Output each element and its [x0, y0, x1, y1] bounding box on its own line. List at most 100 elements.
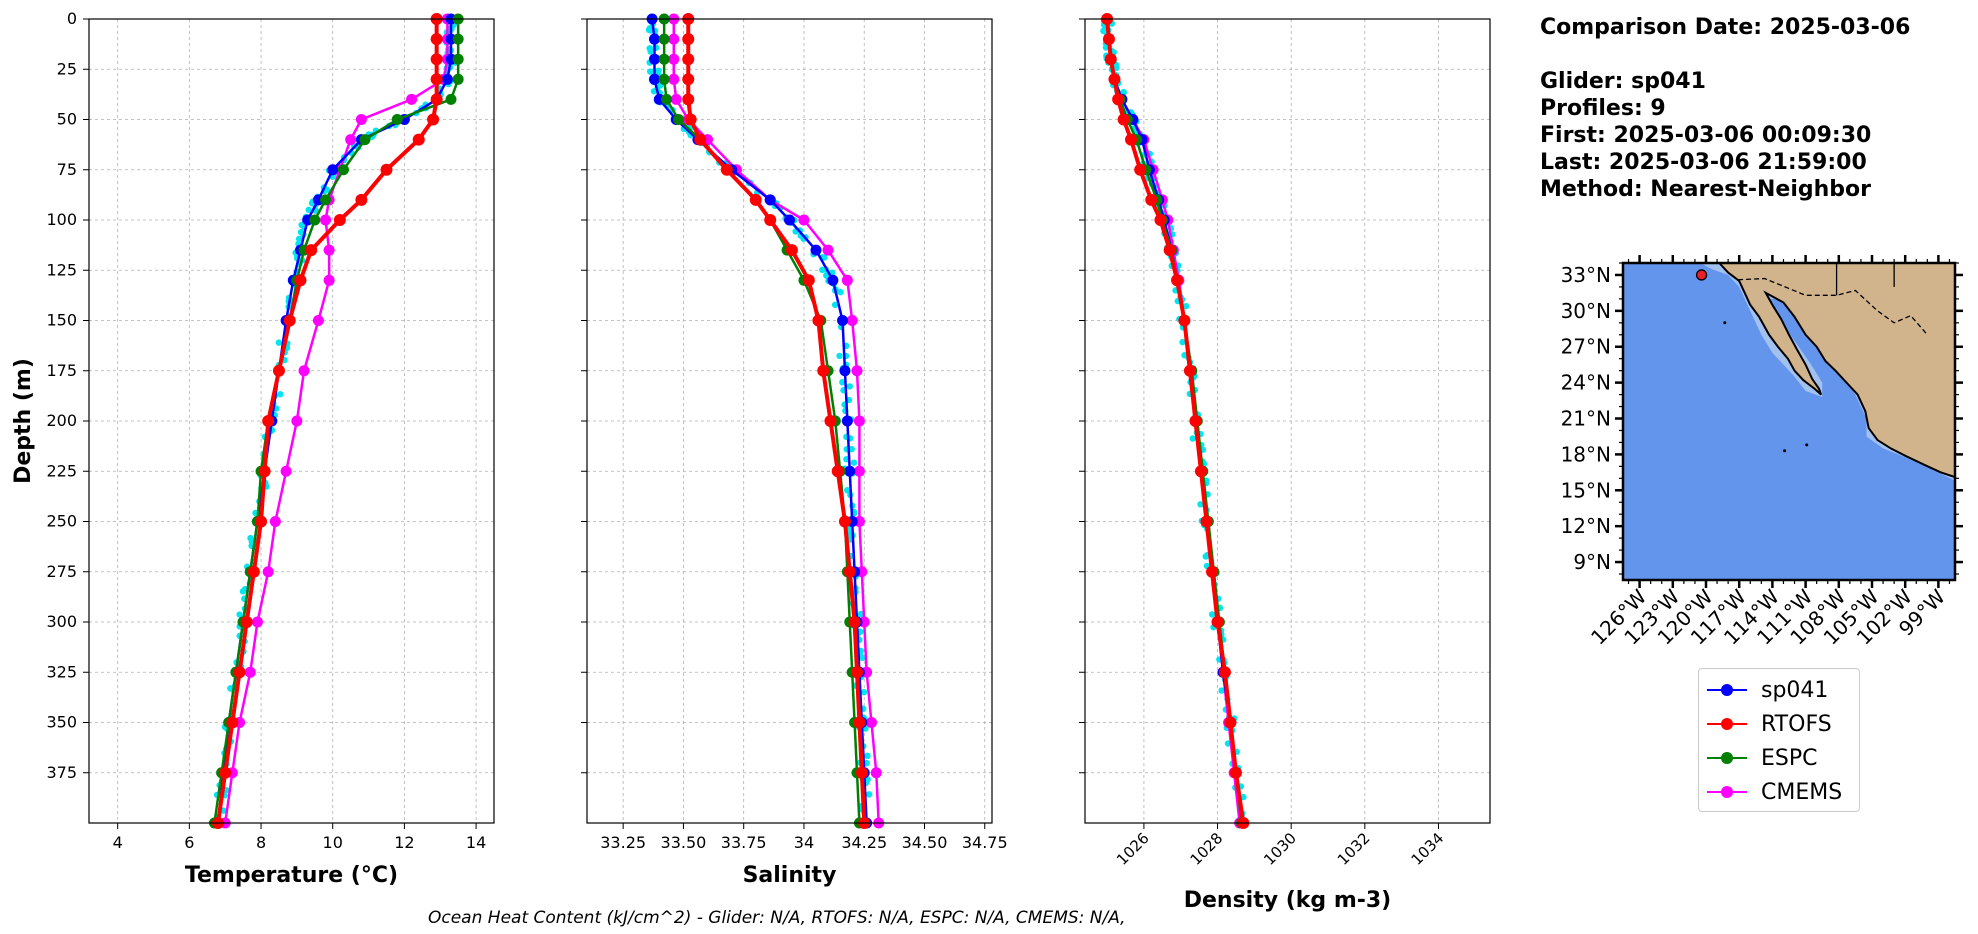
x-tick-label: 14 [466, 833, 486, 852]
island [1783, 449, 1787, 453]
y-tick-label: 75 [57, 160, 77, 179]
data-point-rtofs [749, 193, 762, 206]
lat-tick-label: 18°N [1561, 442, 1611, 466]
x-tick-label: 34.50 [902, 833, 948, 852]
first-time: First: 2025-03-06 00:09:30 [1540, 123, 1872, 148]
data-point-cmems [262, 566, 274, 578]
data-point-rtofs [219, 766, 232, 779]
data-point-rtofs [855, 766, 868, 779]
glider-raw-point [863, 759, 870, 767]
data-point-rtofs [1134, 163, 1147, 176]
data-point-rtofs [283, 314, 296, 327]
data-point-rtofs [682, 73, 695, 86]
data-point-cmems [865, 717, 877, 728]
method: Method: Nearest-Neighbor [1540, 177, 1871, 202]
data-point-rtofs [1102, 33, 1115, 46]
glider-raw-point [864, 752, 871, 760]
data-point-espc [658, 73, 670, 85]
data-point-rtofs [247, 565, 260, 578]
lat-tick-label: 30°N [1561, 299, 1611, 323]
x-tick-label: 34.25 [841, 833, 887, 852]
y-axis-label: Depth (m) [11, 358, 36, 484]
data-point-rtofs [812, 314, 825, 327]
data-point-espc [661, 93, 673, 105]
data-point-cmems [841, 274, 853, 286]
data-point-cmems [846, 315, 858, 326]
data-point-rtofs [1125, 133, 1138, 146]
data-point-rtofs [851, 666, 863, 679]
data-point-sp041 [327, 164, 339, 176]
glider-raw-point [1218, 687, 1225, 694]
glider-raw-point [1208, 611, 1216, 618]
data-point-rtofs [1178, 314, 1191, 327]
data-point-rtofs [848, 616, 861, 628]
x-tick-label: 1028 [1187, 829, 1227, 869]
glider-name: Glider: sp041 [1540, 69, 1706, 94]
data-point-cmems [406, 93, 418, 105]
data-point-rtofs [262, 415, 275, 427]
glider-raw-point [819, 266, 826, 274]
glider-raw-point [860, 688, 868, 696]
data-point-espc [391, 114, 403, 125]
legend: sp041 RTOFS ESPC CMEMS [1698, 668, 1860, 812]
profile-count: Profiles: 9 [1540, 96, 1666, 121]
data-point-espc [658, 33, 670, 45]
y-tick-label: 50 [57, 110, 77, 129]
glider-raw-point [831, 301, 839, 309]
data-point-rtofs [272, 364, 285, 377]
info-panel: Comparison Date: 2025-03-06 Glider: sp04… [1540, 14, 1910, 203]
data-point-sp041 [784, 214, 795, 226]
y-tick-label: 275 [46, 562, 77, 581]
data-point-sp041 [841, 415, 853, 427]
x-tick-label: 33.50 [661, 833, 707, 852]
x-tick-label: 1026 [1113, 829, 1153, 869]
glider-raw-point [850, 459, 858, 466]
data-point-cmems [323, 274, 335, 286]
data-point-rtofs [1171, 274, 1184, 287]
data-point-cmems [853, 465, 865, 477]
legend-swatch-icon [1707, 717, 1747, 731]
legend-label: RTOFS [1761, 711, 1832, 737]
data-point-cmems [668, 73, 680, 85]
data-point-cmems [320, 214, 332, 226]
panel-2: 33.25 33.50 33.75 34 34.25 34.50 34.75 Salinity [581, 13, 1008, 888]
data-point-rtofs [1163, 244, 1176, 257]
land-mass [1716, 262, 1956, 479]
axes-frame [1084, 18, 1491, 824]
glider-raw-point [295, 235, 303, 243]
glider-raw-point [823, 272, 830, 279]
data-point-rtofs [1218, 666, 1231, 679]
data-point-rtofs [258, 465, 271, 478]
data-point-rtofs [802, 274, 815, 287]
panel-3: 1026 1028 1030 1032 1034 Density (kg m-3) [1079, 13, 1491, 913]
data-point-rtofs [817, 364, 830, 377]
data-point-cmems [298, 365, 310, 377]
glider-raw-point [836, 352, 843, 360]
data-point-cmems [668, 33, 680, 45]
data-point-sp041 [839, 365, 851, 377]
x-tick-label: 12 [394, 833, 414, 852]
data-point-rtofs [240, 616, 253, 628]
x-tick-label: 10 [323, 833, 343, 852]
y-tick-label: 125 [46, 260, 77, 279]
island [1805, 443, 1809, 447]
data-point-rtofs [1145, 193, 1158, 206]
data-point-rtofs [853, 716, 866, 729]
data-point-cmems [851, 365, 863, 377]
legend-item-rtofs: RTOFS [1707, 707, 1851, 741]
location-map: 33°N30°N27°N24°N21°N18°N15°N12°N9°N126°W… [1561, 255, 1963, 650]
data-point-sp041 [649, 73, 660, 85]
last-time: Last: 2025-03-06 21:59:00 [1540, 150, 1867, 175]
glider-raw-point [277, 391, 284, 398]
y-tick-label: 225 [46, 461, 77, 480]
data-point-sp041 [764, 194, 776, 206]
data-point-rtofs [682, 53, 695, 66]
glider-raw-point [859, 654, 866, 662]
x-tick-label: 34.75 [962, 833, 1008, 852]
x-tick-label: 6 [184, 833, 194, 852]
data-point-cmems [251, 616, 263, 628]
comparison-date: Comparison Date: 2025-03-06 [1540, 15, 1911, 40]
data-point-espc [658, 53, 670, 65]
data-point-rtofs [430, 53, 443, 66]
legend-item-sp041: sp041 [1707, 673, 1851, 707]
